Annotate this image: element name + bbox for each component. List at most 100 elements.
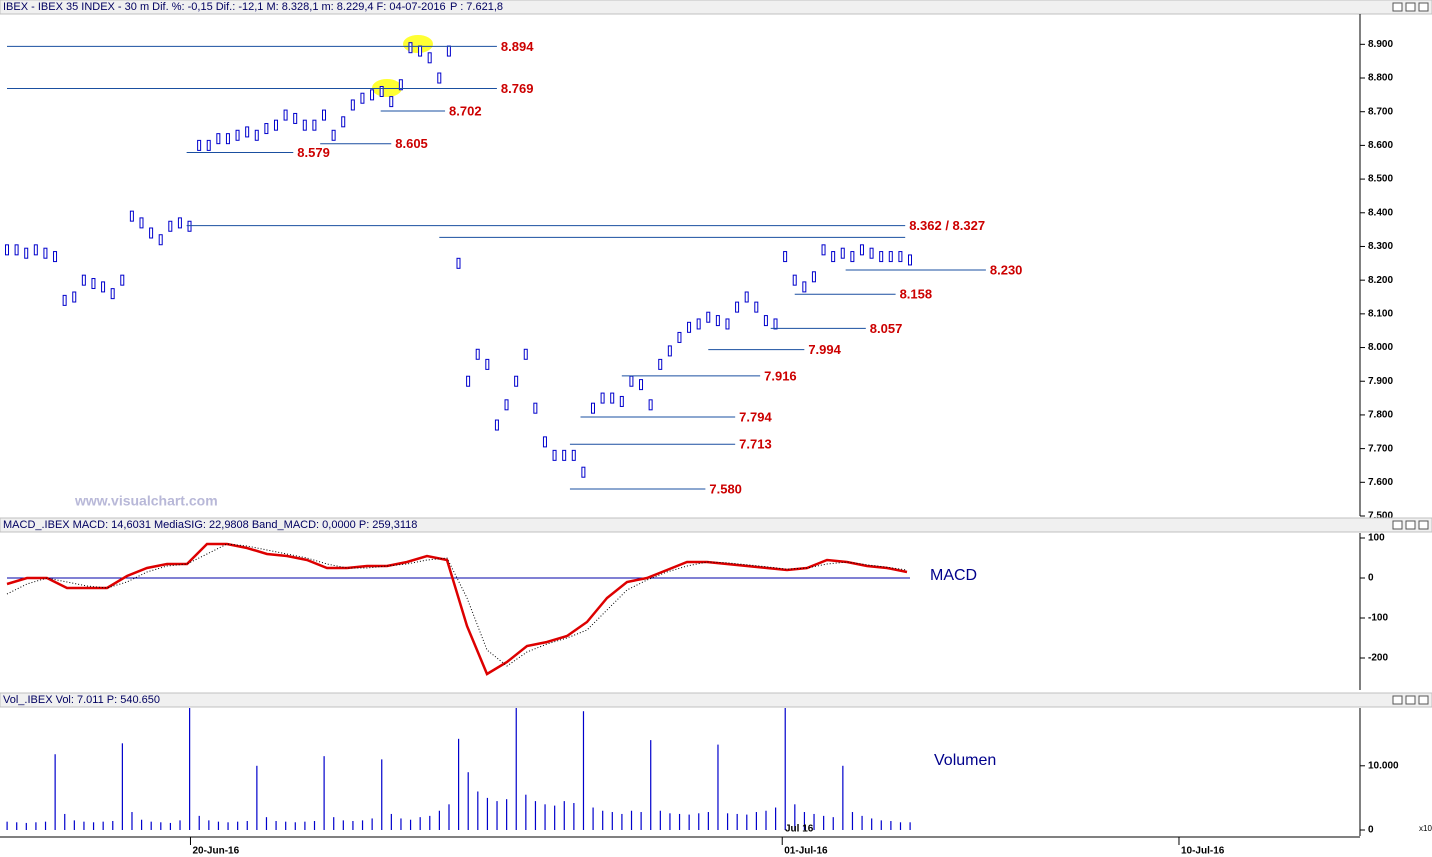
price-bar: [811, 271, 816, 283]
price-bar: [850, 251, 855, 263]
volume-bar: [458, 738, 460, 830]
volume-bar: [140, 819, 143, 830]
price-bar: [43, 247, 48, 259]
price-bar: [341, 116, 346, 128]
price-bar: [398, 79, 403, 91]
volume-bar: [717, 744, 719, 830]
price-bar: [562, 449, 567, 461]
volume-bar: [746, 814, 748, 830]
volume-bar: [678, 813, 681, 830]
volume-bar: [208, 820, 210, 830]
price-bar: [466, 375, 471, 387]
price-bar: [33, 244, 38, 256]
price-bar: [264, 123, 269, 135]
volume-bar: [179, 820, 181, 830]
panel-label: Volumen: [934, 752, 996, 769]
volume-bar: [342, 820, 344, 830]
volume-bar: [83, 821, 85, 830]
volume-bar: [121, 743, 123, 830]
highlight: [403, 35, 433, 53]
price-bar: [408, 42, 413, 54]
volume-bar: [832, 817, 834, 830]
price-bar: [149, 227, 154, 239]
volume-bar: [563, 801, 565, 830]
level-label: 7.713: [739, 437, 772, 452]
price-bar: [322, 109, 327, 121]
volume-bar: [390, 813, 392, 830]
volume-bar: [438, 810, 440, 830]
y-tick-label: 0: [1368, 825, 1374, 836]
window-button: [1405, 2, 1416, 12]
volume-bar: [899, 822, 902, 830]
price-bar: [456, 257, 461, 269]
y-tick-label: 0: [1368, 573, 1374, 584]
window-button: [1418, 520, 1429, 530]
volume-bar: [851, 812, 854, 830]
price-bar: [129, 210, 134, 222]
macd-line: [6, 542, 908, 676]
price-bar: [158, 234, 163, 246]
x-axis-area: [0, 837, 1432, 857]
price-bar: [888, 251, 893, 263]
volume-bar: [871, 818, 873, 830]
volume-bar: [92, 822, 95, 830]
volume-bar: [707, 812, 709, 830]
volume-bar: [429, 815, 431, 830]
y-tick-label: 7.800: [1368, 410, 1393, 421]
volume-bar: [592, 807, 594, 830]
price-bar: [370, 89, 375, 101]
volume-bar: [275, 821, 277, 830]
price-bar: [869, 247, 874, 259]
price-bar: [725, 318, 730, 330]
window-button: [1392, 695, 1403, 705]
volume-bar: [44, 821, 47, 830]
volume-bar: [467, 772, 469, 830]
price-bar: [360, 92, 365, 104]
price-bar: [197, 139, 202, 151]
y-tick-label: 8.700: [1368, 106, 1393, 117]
volume-bar: [650, 740, 652, 830]
volume-bar: [880, 820, 882, 830]
y-tick-label: 8.100: [1368, 308, 1393, 319]
y-tick-label: 8.500: [1368, 174, 1393, 185]
price-bar: [485, 358, 490, 370]
price-bar: [312, 119, 317, 131]
level-label: 8.579: [297, 145, 330, 160]
price-bar: [542, 436, 547, 448]
level-label: 7.580: [709, 481, 742, 496]
level-label: 8.894: [501, 39, 534, 54]
x-tick-label: 20-Jun-16: [192, 846, 239, 857]
price-bar: [120, 274, 125, 286]
volume-bar: [160, 822, 162, 830]
price-bar: [783, 251, 788, 263]
volume-bar: [611, 812, 613, 830]
price-bar: [831, 251, 836, 263]
price-bar: [533, 402, 538, 414]
panel-label: MACD: [930, 567, 977, 584]
price-bar: [14, 244, 19, 256]
volume-bar: [169, 822, 172, 830]
level-label: 8.769: [501, 81, 534, 96]
volume-bar: [352, 821, 354, 830]
volume-bar: [726, 813, 729, 830]
volume-bar: [381, 759, 383, 830]
price-bar: [168, 220, 173, 232]
price-bar: [81, 274, 86, 286]
price-bar: [418, 45, 423, 57]
price-bar: [648, 399, 653, 411]
price-bar: [610, 392, 615, 404]
volume-bar: [25, 822, 27, 830]
price-bar: [62, 294, 67, 306]
volume-bar: [669, 813, 671, 830]
price-bar: [504, 399, 509, 411]
y-tick-label: 8.800: [1368, 73, 1393, 84]
window-button: [1418, 2, 1429, 12]
y-tick-label: 8.300: [1368, 241, 1393, 252]
price-bar: [273, 119, 278, 131]
price-bar: [908, 254, 912, 266]
y-tick-label: 8.200: [1368, 275, 1393, 286]
price-bar: [389, 96, 394, 108]
volume-bar: [582, 711, 585, 830]
price-bar: [53, 251, 58, 263]
price-bar: [840, 247, 845, 259]
